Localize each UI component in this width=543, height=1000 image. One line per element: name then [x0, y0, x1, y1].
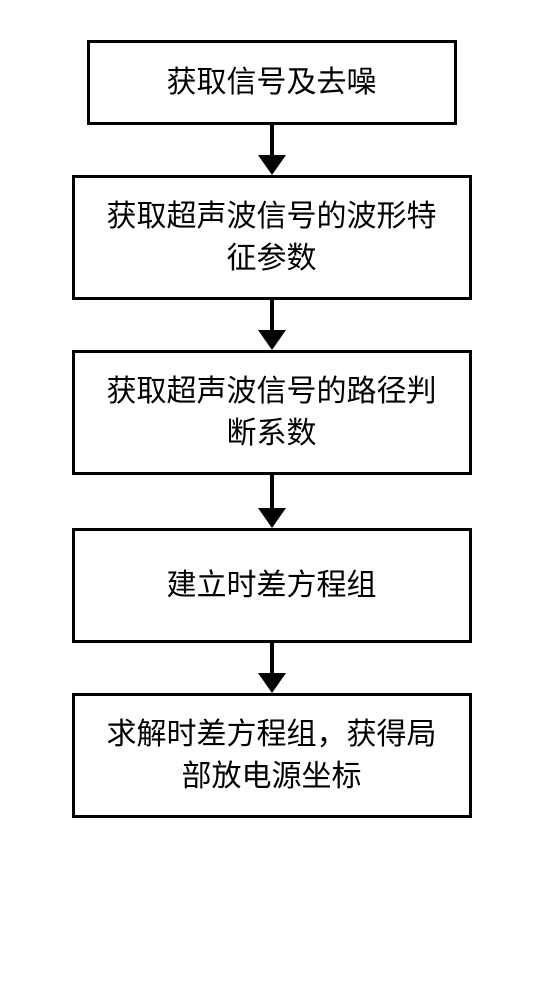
flow-arrow — [258, 643, 286, 693]
arrow-head-icon — [258, 508, 286, 528]
flow-node-n5: 求解时差方程组，获得局部放电源坐标 — [72, 693, 472, 818]
flow-node-n2: 获取超声波信号的波形特征参数 — [72, 175, 472, 300]
flow-arrow — [258, 125, 286, 175]
flow-node-n1: 获取信号及去噪 — [87, 40, 457, 125]
flow-node-label: 获取信号及去噪 — [159, 62, 385, 104]
flow-arrow — [258, 300, 286, 350]
arrow-line — [270, 643, 274, 673]
arrow-head-icon — [258, 330, 286, 350]
flow-node-n3: 获取超声波信号的路径判断系数 — [72, 350, 472, 475]
flow-node-label: 建立时差方程组 — [159, 565, 385, 607]
arrow-head-icon — [258, 673, 286, 693]
arrow-head-icon — [258, 155, 286, 175]
flow-node-label: 求解时差方程组，获得局部放电源坐标 — [99, 714, 445, 798]
arrow-line — [270, 125, 274, 155]
flow-node-n4: 建立时差方程组 — [72, 528, 472, 643]
arrow-line — [270, 300, 274, 330]
flow-arrow — [258, 475, 286, 528]
flow-node-label: 获取超声波信号的波形特征参数 — [99, 196, 445, 280]
flow-node-label: 获取超声波信号的路径判断系数 — [99, 371, 445, 455]
arrow-line — [270, 475, 274, 508]
flowchart-container: 获取信号及去噪获取超声波信号的波形特征参数获取超声波信号的路径判断系数建立时差方… — [0, 0, 543, 818]
